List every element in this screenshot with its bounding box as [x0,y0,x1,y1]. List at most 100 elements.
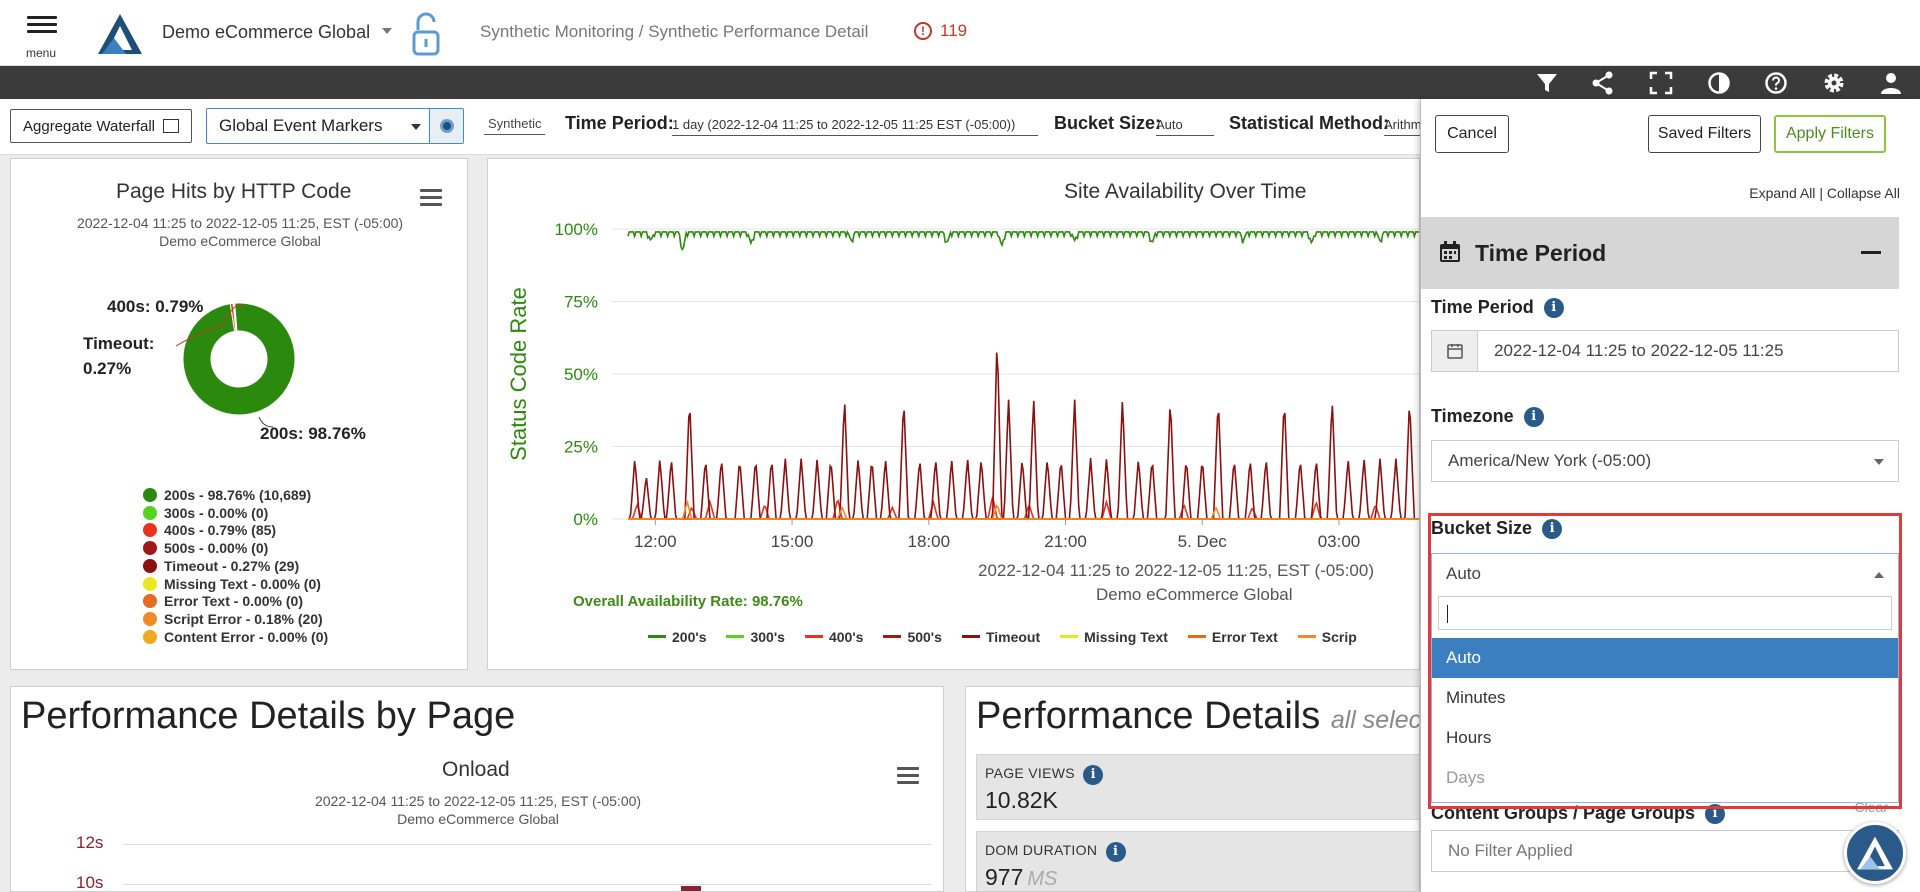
expand-all-link[interactable]: Expand All [1749,185,1816,201]
user-icon[interactable] [1878,70,1904,96]
bucket-size-search-input[interactable] [1438,596,1892,630]
legend-item[interactable]: Timeout - 0.27% (29) [143,558,328,576]
collapse-all-link[interactable]: Collapse All [1826,185,1900,201]
alerts-indicator[interactable]: ! 119 [914,21,967,41]
legend-item[interactable]: Content Error - 0.00% (0) [143,629,328,647]
time-period-filter-value[interactable]: 1 day (2022-12-04 11:25 to 2022-12-05 11… [672,117,1038,136]
app-switch-caret-icon[interactable] [382,28,392,34]
event-markers-select[interactable]: Global Event Markers [206,108,464,144]
perf-details-title: Performance Details all selec [976,695,1419,738]
legend-line-icon [804,635,823,638]
info-icon[interactable]: i [1083,765,1104,785]
apply-filters-button[interactable]: Apply Filters [1774,115,1886,153]
bucket-option-hours[interactable]: Hours [1446,728,1492,747]
legend-line-icon [883,635,902,638]
legend-item[interactable]: 300's [726,629,785,645]
chevron-up-icon[interactable] [1874,572,1884,578]
bucket-size-highlight [1428,513,1902,809]
event-marker-pin-icon[interactable] [429,109,463,143]
calendar-icon[interactable] [1432,331,1478,371]
info-icon[interactable]: i [1523,406,1544,427]
collapse-icon[interactable] [1861,251,1881,254]
legend-marker-icon [143,558,157,573]
unlock-icon[interactable] [410,12,442,56]
content-groups-select[interactable]: No Filter Applied [1431,830,1899,872]
chart-menu-icon[interactable] [897,767,919,785]
bucket-size-filter-value[interactable]: Auto [1156,117,1214,136]
info-icon[interactable]: i [1542,518,1563,539]
legend-item[interactable]: 400's [804,629,863,645]
filter-drawer: Cancel Saved Filters Apply Filters Expan… [1420,99,1920,892]
series-line-timeout[interactable] [628,352,1420,520]
legend-marker-icon [143,629,157,644]
legend-item[interactable]: 400s - 0.79% (85) [143,522,328,540]
help-icon[interactable] [1763,70,1789,96]
y-tick-label: 100% [555,220,598,239]
legend-item[interactable]: Scrip [1297,629,1357,645]
legend-item[interactable]: 200s - 98.76% (10,689) [143,487,328,505]
app-logo-icon[interactable] [96,12,144,56]
synthetic-tag[interactable]: Synthetic [484,116,546,135]
bucket-size-dropdown[interactable]: Auto Auto Minutes Hours Days [1431,553,1899,803]
pie-slice-script-error[interactable] [233,302,238,332]
saved-filters-button[interactable]: Saved Filters [1648,115,1761,153]
y-tick-label: 25% [564,438,598,457]
x-tick-label: 21:00 [1044,532,1087,551]
aggregate-waterfall-button[interactable]: Aggregate Waterfall [10,109,193,143]
availability-legend: 200's 300's 400's 500's Timeout Missing Text E… [648,629,1357,645]
app-title[interactable]: Demo eCommerce Global [162,22,371,42]
legend-item[interactable]: Error Text - 0.00% (0) [143,593,328,611]
info-icon[interactable]: i [1105,842,1126,862]
timezone-select[interactable]: America/New York (-05:00) [1431,440,1899,482]
bucket-size-filter-label: Bucket Size: [1054,113,1162,133]
legend-item[interactable]: 500s - 0.00% (0) [143,540,328,558]
series-line-400-s[interactable] [628,496,1420,520]
x-tick-label: 5. Dec [1178,532,1228,551]
bucket-option-minutes[interactable]: Minutes [1446,688,1506,707]
fullscreen-icon[interactable] [1648,70,1674,96]
bucket-option-days[interactable]: Days [1446,768,1485,787]
series-line-200-s[interactable] [627,229,1420,252]
kpi-label: PAGE VIEWS i [985,765,1104,785]
pie-slice-200s[interactable] [182,302,296,416]
chevron-down-icon [1874,459,1884,465]
legend-item[interactable]: Script Error - 0.18% (20) [143,611,328,629]
filter-icon[interactable] [1534,70,1560,96]
legend-marker-icon [143,611,157,626]
time-period-input[interactable]: 2022-12-04 11:25 to 2022-12-05 11:25 [1431,330,1899,372]
time-period-section-header[interactable]: Time Period [1421,217,1899,289]
legend-item[interactable]: 200's [648,629,706,645]
menu-button[interactable]: menu [24,12,60,60]
legend-item[interactable]: Missing Text [1060,629,1168,645]
availability-line-chart: Status Code Rate 100% 75% 50% 25% 0% 12:00 15:0… [506,220,1420,551]
contrast-icon[interactable] [1706,70,1732,96]
legend-item[interactable]: 300s - 0.00% (0) [143,505,328,523]
availability-panel: Site Availability Over Time Status Code … [487,158,1420,670]
legend-item[interactable]: 500's [883,629,942,645]
filter-row: Aggregate Waterfall Global Event Markers… [0,99,1420,155]
text-cursor [1447,605,1448,623]
cancel-button[interactable]: Cancel [1435,115,1509,153]
app-logo-icon [1857,836,1893,870]
page-hits-donut-chart [175,302,296,428]
bucket-option-auto[interactable]: Auto [1432,638,1898,678]
legend-marker-icon [143,505,157,520]
alert-count: 119 [940,21,968,40]
info-icon[interactable]: i [1543,297,1564,318]
legend-item[interactable]: Timeout [961,629,1040,645]
kpi-unit: MS [1027,868,1058,890]
availability-title: Site Availability Over Time [1064,180,1307,203]
legend-item[interactable]: Missing Text - 0.00% (0) [143,576,328,594]
kpi-label: DOM DURATION i [985,842,1126,862]
series-line-script-error[interactable] [628,499,1420,520]
bucket-size-label-text: Bucket Size [1431,518,1533,538]
page-hits-title: Page Hits by HTTP Code [116,180,352,203]
stat-method-filter-value[interactable]: Arithm [1384,117,1420,136]
legend-line-icon [1187,635,1206,638]
legend-item[interactable]: Error Text [1187,629,1278,645]
bucket-size-label: Bucket Size i [1431,518,1563,539]
share-icon[interactable] [1590,70,1616,96]
settings-icon[interactable] [1821,70,1847,96]
chart-menu-icon[interactable] [420,189,442,207]
assistant-fab-button[interactable] [1844,822,1906,884]
